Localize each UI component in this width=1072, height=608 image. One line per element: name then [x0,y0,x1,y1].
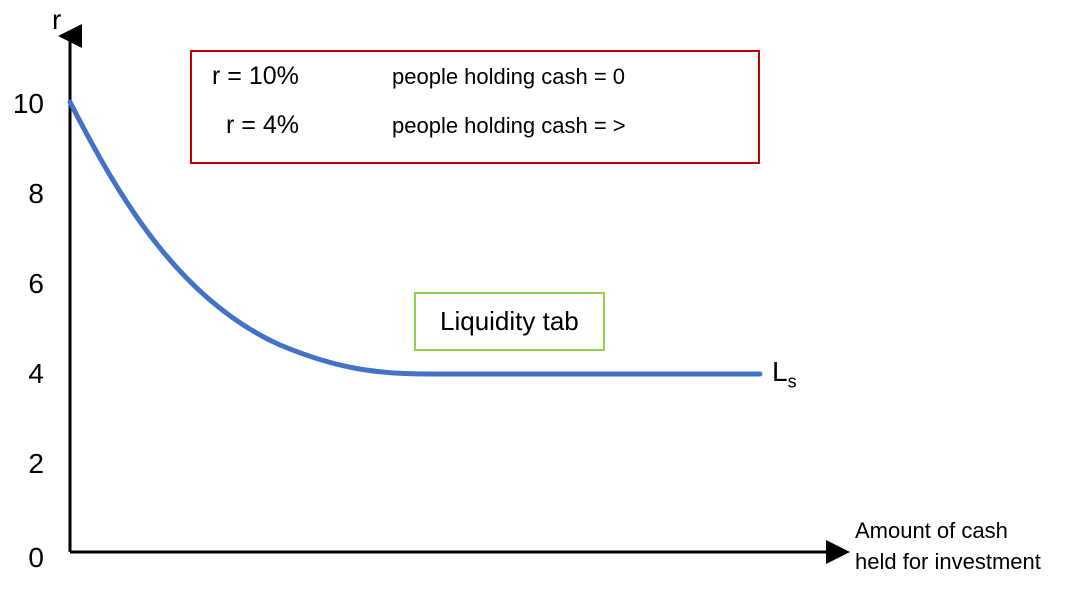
y-tick-0: 0 [4,542,44,574]
curve-label-sub: s [788,372,797,392]
x-axis-label: Amount of cash held for investment [855,516,1041,578]
red-box-row-2: r = 4% people holding cash = > [192,101,758,150]
y-tick-8: 8 [4,178,44,210]
green-annotation-box: Liquidity tab [414,292,605,351]
x-axis-label-line2: held for investment [855,547,1041,578]
y-tick-6: 6 [4,268,44,300]
red-row1-left: r = 10% [212,62,392,91]
y-axis-label: r [52,4,61,36]
red-row1-right: people holding cash = 0 [392,64,625,90]
green-box-text: Liquidity tab [440,306,579,336]
red-box-row-1: r = 10% people holding cash = 0 [192,52,758,101]
y-tick-10: 10 [4,88,44,120]
red-row2-left: r = 4% [226,111,392,140]
y-tick-2: 2 [4,448,44,480]
y-tick-4: 4 [4,358,44,390]
red-annotation-box: r = 10% people holding cash = 0 r = 4% p… [190,50,760,164]
red-row2-right: people holding cash = > [392,113,626,139]
curve-label-main: L [772,356,788,387]
x-axis-label-line1: Amount of cash [855,516,1041,547]
curve-label: Ls [772,356,797,393]
